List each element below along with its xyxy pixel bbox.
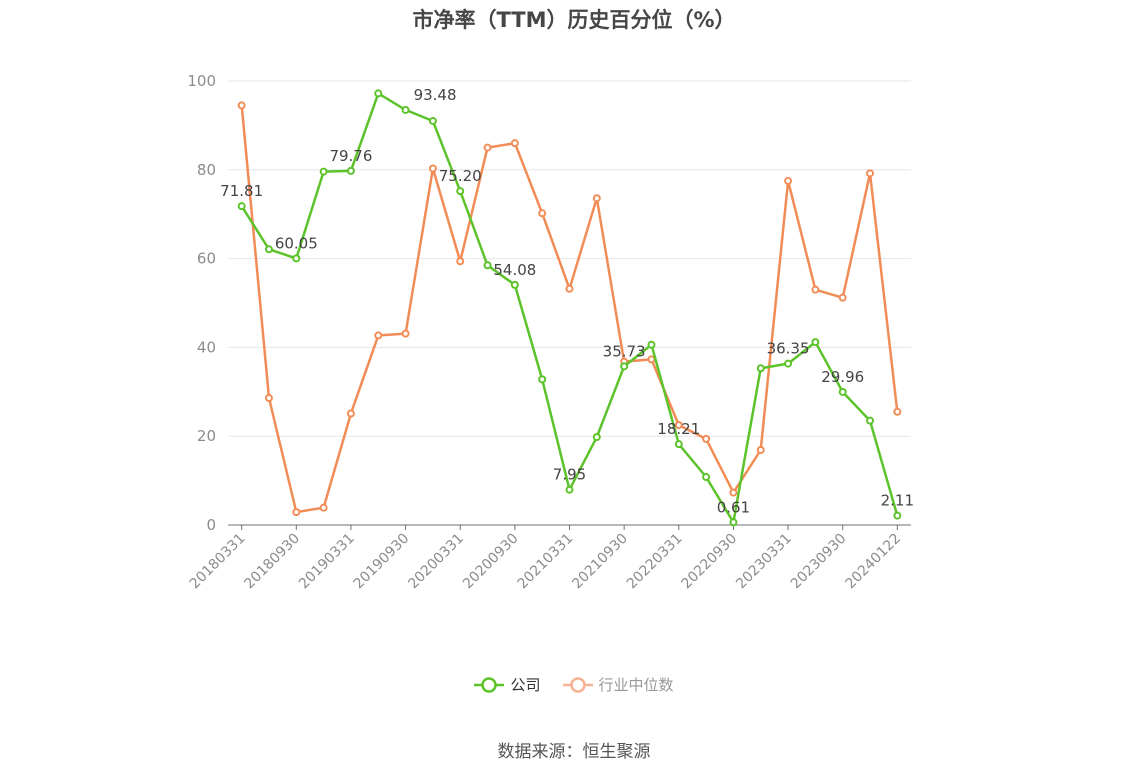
data-point [319, 503, 328, 512]
data-point [756, 445, 765, 454]
data-point [674, 440, 683, 449]
y-tick-label: 20 [197, 427, 216, 445]
data-point [838, 387, 847, 396]
data-point [483, 143, 492, 152]
data-point [592, 433, 601, 442]
data-point [510, 280, 519, 289]
y-tick-label: 100 [187, 72, 216, 90]
x-tick-label: 20180331 [187, 531, 249, 593]
data-label: 7.95 [553, 466, 586, 484]
legend-label: 行业中位数 [598, 676, 674, 694]
data-point [811, 285, 820, 294]
data-point [264, 394, 273, 403]
legend-item-industry-median[interactable]: 行业中位数 [562, 674, 674, 695]
data-point [729, 488, 738, 497]
data-label: 79.76 [329, 147, 372, 165]
data-label: 93.48 [414, 86, 457, 104]
data-point [620, 362, 629, 371]
data-point [346, 166, 355, 175]
legend: 公司 行业中位数 [0, 674, 1148, 695]
data-label: 35.73 [603, 342, 646, 360]
data-label: 54.08 [493, 261, 536, 279]
data-label: 18.21 [657, 420, 700, 438]
data-point [319, 167, 328, 176]
data-point [292, 254, 301, 263]
data-label: 2.11 [881, 492, 914, 510]
data-point [702, 473, 711, 482]
data-point [346, 409, 355, 418]
data-point [292, 508, 301, 517]
data-point [784, 359, 793, 368]
legend-line-marker-icon [562, 676, 593, 693]
data-label: 0.61 [717, 498, 750, 516]
x-tick-label: 20200331 [405, 531, 467, 593]
data-point [538, 209, 547, 218]
chart-title: 市净率（TTM）历史百分位（%） [412, 8, 736, 32]
source-note: 数据来源：恒生聚源 [497, 742, 651, 762]
data-point [866, 416, 875, 425]
y-tick-label: 0 [206, 516, 216, 534]
data-point [264, 245, 273, 254]
legend-item-company[interactable]: 公司 [474, 674, 541, 695]
data-point [729, 518, 738, 527]
x-tick-label: 20190331 [296, 531, 358, 593]
grid-lines [228, 80, 911, 437]
x-tick-label: 20220930 [679, 531, 741, 593]
data-point [374, 331, 383, 340]
data-point [401, 329, 410, 338]
series-lines [237, 89, 902, 527]
data-point [510, 139, 519, 148]
x-tick-label: 20240122 [842, 531, 904, 593]
data-point [565, 284, 574, 293]
y-tick-label: 40 [197, 338, 216, 356]
x-tick-label: 20200930 [460, 531, 522, 593]
data-label: 75.20 [439, 167, 482, 185]
data-point [784, 176, 793, 185]
data-point [237, 202, 246, 211]
legend-line-marker-icon [474, 676, 505, 693]
data-point [538, 375, 547, 384]
data-label: 60.05 [275, 234, 318, 252]
data-point [702, 434, 711, 443]
data-label: 71.81 [220, 182, 263, 200]
data-point [401, 105, 410, 114]
data-point [456, 257, 465, 266]
data-labels: 71.81 60.05 79.76 93.48 75.20 54.08 7.95 35.73 1… [220, 86, 914, 516]
data-point [565, 485, 574, 494]
x-tick-label: 20210331 [515, 531, 577, 593]
x-tick-label: 20210930 [569, 531, 631, 593]
x-tick-label: 20230331 [733, 531, 795, 593]
data-point [893, 407, 902, 416]
data-point [866, 169, 875, 178]
x-tick-label: 20180930 [241, 531, 303, 593]
legend-label: 公司 [510, 676, 541, 694]
data-point [483, 261, 492, 270]
x-tick-label: 20190930 [351, 531, 413, 593]
data-point [838, 293, 847, 302]
data-point [428, 164, 437, 173]
x-tick-label: 20230930 [788, 531, 850, 593]
data-point [674, 421, 683, 430]
data-point [374, 89, 383, 98]
data-point [893, 511, 902, 520]
x-tick-label: 20220331 [624, 531, 686, 593]
data-point [811, 338, 820, 347]
data-point [647, 340, 656, 349]
data-point [428, 116, 437, 125]
data-point [456, 187, 465, 196]
data-point [592, 194, 601, 203]
data-label: 36.35 [767, 340, 810, 358]
data-point [237, 101, 246, 110]
y-tick-label: 60 [197, 250, 216, 268]
data-label: 29.96 [821, 368, 864, 386]
y-tick-label: 80 [197, 161, 216, 179]
series-line [240, 105, 899, 514]
data-point [756, 364, 765, 373]
data-point [647, 355, 656, 364]
